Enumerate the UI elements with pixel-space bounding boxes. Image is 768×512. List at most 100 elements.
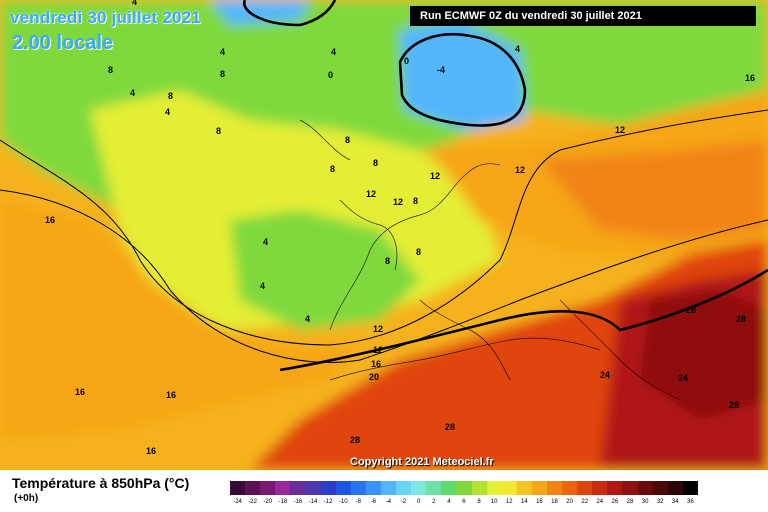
scale-swatch (501, 481, 517, 495)
scale-label: 28 (626, 499, 634, 505)
isotherm-label: 28 (350, 435, 360, 445)
isotherm-labels: 4 8 4 4 8 8 0 4 8 4 0 -4 4 16 12 8 8 8 12 12 12 8 12 16 4 4 8 8 4 12 1… (45, 0, 755, 456)
isotherm-label: 8 (216, 126, 221, 136)
isotherm-label: 4 (220, 47, 225, 57)
scale-swatch (305, 481, 321, 495)
scale-label: 4 (447, 499, 451, 505)
isotherm-label: 12 (373, 324, 383, 334)
isotherm-label: 0 (328, 70, 333, 80)
isotherm-label: -4 (437, 65, 445, 75)
isotherm-label: 12 (393, 197, 403, 207)
scale-swatch (637, 481, 653, 495)
isotherm-label: 12 (430, 171, 440, 181)
scale-swatch (592, 481, 608, 495)
scale-swatch (245, 481, 261, 495)
legend-title: Température à 850hPa (°C) (12, 475, 190, 491)
isotherm-label: 8 (220, 69, 225, 79)
isotherm-label: 8 (373, 158, 378, 168)
isotherm-label: 12 (515, 165, 525, 175)
scale-label: 34 (671, 499, 679, 505)
isotherm-label: 16 (45, 215, 55, 225)
scale-swatch (562, 481, 578, 495)
scale-label: 32 (656, 499, 664, 505)
isotherm-label: 16 (75, 387, 85, 397)
scale-label: -2 (400, 499, 407, 505)
isotherm-label: 28 (729, 400, 739, 410)
scale-swatch (275, 481, 291, 495)
scale-label: 10 (490, 499, 498, 505)
scale-swatch (290, 481, 306, 495)
scale-swatch (667, 481, 683, 495)
scale-swatch (230, 481, 246, 495)
scale-swatch (622, 481, 638, 495)
scale-label: 6 (462, 499, 466, 505)
isotherm-label: 20 (369, 372, 379, 382)
isotherm-label: 28 (736, 314, 746, 324)
scale-label: -18 (278, 499, 288, 505)
isotherm-label: 16 (371, 359, 381, 369)
isotherm-label: 28 (686, 305, 696, 315)
isotherm-label: 8 (108, 65, 113, 75)
scale-label: 22 (581, 499, 589, 505)
scale-label: -22 (248, 499, 257, 505)
scale-swatch (546, 481, 563, 495)
scale-swatch (577, 481, 593, 495)
scale-swatch (652, 481, 668, 495)
scale-swatch (335, 481, 351, 495)
model-run-label: Run ECMWF 0Z du vendredi 30 juillet 2021 (410, 6, 756, 26)
scale-swatch (320, 481, 336, 495)
isotherm-label: 24 (600, 370, 610, 380)
scale-label: -14 (308, 499, 318, 505)
isotherm-label: 16 (146, 446, 156, 456)
isotherm-label: 4 (130, 88, 135, 98)
scale-label: 14 (520, 499, 528, 505)
isotherm-label: 8 (345, 135, 350, 145)
scale-label: -10 (338, 499, 348, 505)
scale-swatch (396, 481, 412, 495)
scale-swatch (411, 481, 427, 495)
isotherm-lines (0, 0, 768, 372)
isotherm-label: 16 (745, 73, 755, 83)
forecast-time: 2.00 locale (12, 32, 114, 54)
scale-swatch (441, 481, 457, 495)
scale-label: -24 (233, 499, 242, 505)
copyright: Copyright 2021 Meteociel.fr (350, 456, 494, 468)
isotherm-label: 8 (385, 256, 390, 266)
scale-swatch (471, 481, 487, 495)
scale-label: -4 (385, 499, 392, 505)
scale-swatch (426, 481, 442, 495)
scale-swatch (380, 481, 397, 495)
isotherm-label: 4 (305, 314, 310, 324)
isotherm-label: 0 (404, 56, 409, 66)
scale-label: 12 (505, 499, 513, 505)
isotherm-label: 28 (445, 422, 455, 432)
scale-label: 2 (432, 499, 436, 505)
scale-swatch (607, 481, 623, 495)
isotherm-label: 4 (331, 47, 336, 57)
scale-swatch (365, 481, 381, 495)
scale-swatch (486, 481, 502, 495)
isotherm-label: 12 (366, 189, 376, 199)
isotherm-label: 12 (373, 345, 383, 355)
isotherm-label: 4 (260, 281, 265, 291)
scale-label: -6 (370, 499, 377, 505)
color-scale (230, 481, 698, 495)
scale-label: 16 (536, 499, 543, 505)
scale-swatch (531, 481, 547, 495)
isotherm-label: 4 (263, 237, 268, 247)
scale-swatch (260, 481, 276, 495)
scale-label: 18 (551, 499, 558, 505)
scale-label: -16 (293, 499, 303, 505)
scale-swatch (350, 481, 366, 495)
scale-label: -20 (263, 499, 273, 505)
scale-label: 8 (477, 499, 481, 505)
coastlines (299, 119, 681, 401)
scale-label: 24 (596, 499, 604, 505)
scale-swatch (516, 481, 532, 495)
scale-label: 30 (641, 499, 649, 505)
scale-label: -12 (323, 499, 333, 505)
scale-label: 36 (687, 499, 694, 505)
legend-subtitle: (+0h) (14, 493, 39, 504)
color-scale-labels: -24 -22 -20 -18 -16 -14 -12 -10 -8 -6 -4 -2 0 2 4 6 8 10 1… (230, 499, 698, 505)
isotherm-label: 12 (615, 125, 625, 135)
